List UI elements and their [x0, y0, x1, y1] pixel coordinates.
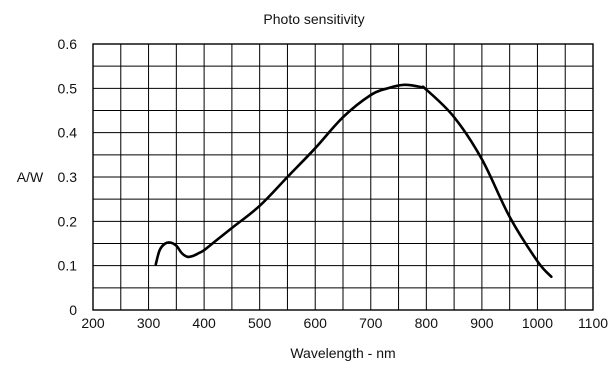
x-tick-label: 800	[415, 315, 439, 331]
x-tick-label: 1000	[522, 315, 553, 331]
x-tick-label: 1100	[578, 315, 608, 331]
y-tick-label: 0.1	[58, 258, 78, 274]
series-group	[154, 83, 553, 279]
x-tick-label: 300	[137, 315, 161, 331]
y-tick-label: 0.6	[58, 36, 78, 52]
x-tick-label: 600	[304, 315, 328, 331]
y-tick-label: 0.2	[58, 213, 78, 229]
x-tick-label: 900	[470, 315, 494, 331]
grid	[93, 44, 593, 310]
x-tick-label: 200	[81, 315, 105, 331]
y-tick-label: 0.4	[58, 125, 78, 141]
x-axis: 200 300 400 500 600 700 800 900 1000 1100	[81, 315, 608, 331]
chart-title: Photo sensitivity	[263, 11, 364, 27]
x-axis-title: Wavelength - nm	[290, 345, 395, 361]
x-tick-label: 500	[248, 315, 272, 331]
y-tick-label: 0	[69, 302, 77, 318]
x-tick-label: 700	[359, 315, 383, 331]
series-line-0	[154, 83, 553, 279]
y-tick-label: 0.5	[58, 80, 78, 96]
x-tick-label: 400	[192, 315, 216, 331]
plot-frame	[92, 43, 594, 311]
y-tick-label: 0.3	[58, 169, 78, 185]
y-axis-title: A/W	[17, 169, 44, 185]
y-axis: 0 0.1 0.2 0.3 0.4 0.5 0.6	[58, 36, 78, 318]
